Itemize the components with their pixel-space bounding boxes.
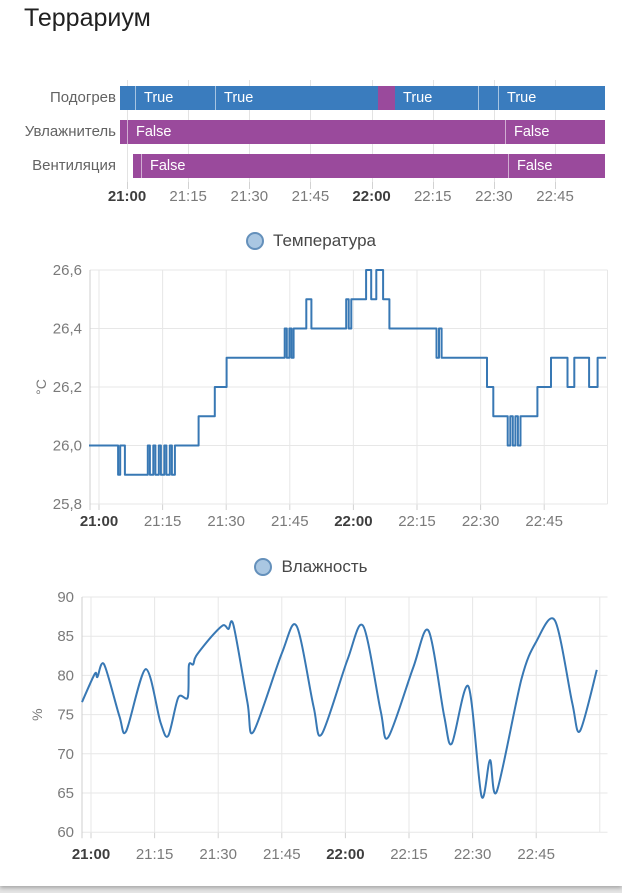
timeline-tick: [493, 182, 495, 189]
state-timeline: 21:00 21:15 21:30 21:45 22:00 22:15 22:30 22:45…: [0, 80, 622, 210]
x-tick-label: 22:15: [398, 513, 436, 530]
card-title: Террариум: [24, 4, 151, 32]
timeline-row-label: Подогрев: [49, 89, 116, 106]
timeline-state-segment[interactable]: True: [215, 86, 378, 110]
temperature-legend-dot-icon: [246, 232, 265, 250]
x-tick-label: 21:00: [72, 846, 110, 863]
y-tick-label: 26,6: [53, 262, 82, 279]
temperature-legend: Температура: [0, 228, 622, 254]
timeline-tick: [310, 182, 312, 189]
y-tick-label: 26,4: [53, 321, 82, 338]
timeline-tick-label: 22:30: [475, 188, 513, 205]
temperature-chart[interactable]: 21:00 21:15 21:30 21:45 22:00 22:15 22:30 22:45…: [0, 258, 622, 543]
y-tick-label: 85: [57, 628, 74, 645]
timeline-state-text: False: [150, 158, 186, 174]
y-tick-label: 26,2: [53, 379, 82, 396]
y-axis-title: %: [29, 708, 45, 720]
humidity-legend-label: Влажность: [281, 557, 368, 576]
humidity-legend-dot-icon: [254, 558, 273, 576]
timeline-tick-label: 22:00: [352, 188, 391, 205]
timeline-tick-label: 21:00: [107, 188, 147, 205]
y-tick-label: 60: [57, 824, 74, 841]
x-tick-label: 22:45: [517, 846, 555, 863]
timeline-tick: [371, 182, 373, 189]
timeline-state-segment[interactable]: True: [135, 86, 215, 110]
x-tick-label: 21:15: [136, 846, 174, 863]
humidity-legend: Влажность: [0, 554, 622, 580]
timeline-state-segment[interactable]: [478, 86, 498, 110]
x-tick-label: 21:30: [207, 513, 245, 530]
timeline-state-segment[interactable]: [133, 154, 141, 178]
x-tick-label: 22:45: [525, 513, 563, 530]
timeline-tick: [188, 182, 190, 189]
y-tick-label: 26,0: [53, 438, 82, 455]
humidity-series[interactable]: [81, 617, 598, 799]
timeline-tick-label: 22:15: [413, 188, 452, 205]
timeline-tick: [127, 182, 128, 189]
humidity-chart[interactable]: 21:00 21:15 21:30 21:45 22:00 22:15 22:30 22:45…: [0, 585, 622, 893]
timeline-row-label: Вентиляция: [32, 157, 116, 174]
timeline-state-text: True: [403, 90, 433, 106]
x-tick-label: 22:30: [454, 846, 492, 863]
x-tick-label: 22:30: [462, 513, 500, 530]
y-axis-title: °C: [33, 379, 49, 395]
temperature-series[interactable]: [89, 269, 607, 476]
temperature-legend-label: Температура: [273, 231, 376, 250]
timeline-tick-label: 21:15: [169, 188, 207, 205]
x-tick-label: 21:45: [263, 846, 301, 863]
x-tick-label: 22:00: [334, 513, 372, 530]
y-tick-label: 70: [57, 746, 74, 763]
timeline-state-text: False: [517, 158, 553, 174]
timeline-state-segment[interactable]: [120, 120, 127, 144]
x-tick-label: 21:15: [144, 513, 182, 530]
x-tick-label: 21:30: [199, 846, 237, 863]
y-tick-label: 65: [57, 785, 74, 802]
timeline-tick: [249, 182, 251, 189]
timeline-state-text: False: [514, 124, 550, 140]
y-tick-label: 80: [57, 667, 74, 684]
timeline-state-segment[interactable]: [378, 86, 395, 110]
timeline-state-segment[interactable]: False: [141, 154, 508, 178]
timeline-tick-label: 21:45: [291, 188, 330, 205]
x-tick-label: 22:15: [390, 846, 428, 863]
x-tick-label: 21:45: [271, 513, 309, 530]
timeline-state-segment[interactable]: False: [508, 154, 605, 178]
x-tick-label: 22:00: [326, 846, 364, 863]
y-tick-label: 25,8: [53, 496, 82, 513]
x-tick-label: 21:00: [80, 513, 118, 530]
timeline-state-segment[interactable]: [120, 86, 135, 110]
timeline-state-segment[interactable]: False: [127, 120, 505, 144]
timeline-state-segment[interactable]: False: [505, 120, 605, 144]
timeline-state-text: True: [144, 90, 174, 106]
timeline-state-segment[interactable]: True: [395, 86, 478, 110]
timeline-tick-label: 22:45: [536, 188, 574, 205]
timeline-state-text: False: [136, 124, 172, 140]
timeline-state-text: True: [507, 90, 537, 106]
y-tick-label: 75: [57, 707, 74, 724]
timeline-tick-label: 21:30: [230, 188, 269, 205]
y-tick-label: 90: [57, 589, 74, 606]
timeline-state-segment[interactable]: True: [498, 86, 605, 110]
timeline-row-label: Увлажнитель: [24, 123, 116, 140]
timeline-state-text: True: [224, 90, 254, 106]
timeline-tick: [555, 182, 557, 189]
timeline-tick: [432, 182, 434, 189]
